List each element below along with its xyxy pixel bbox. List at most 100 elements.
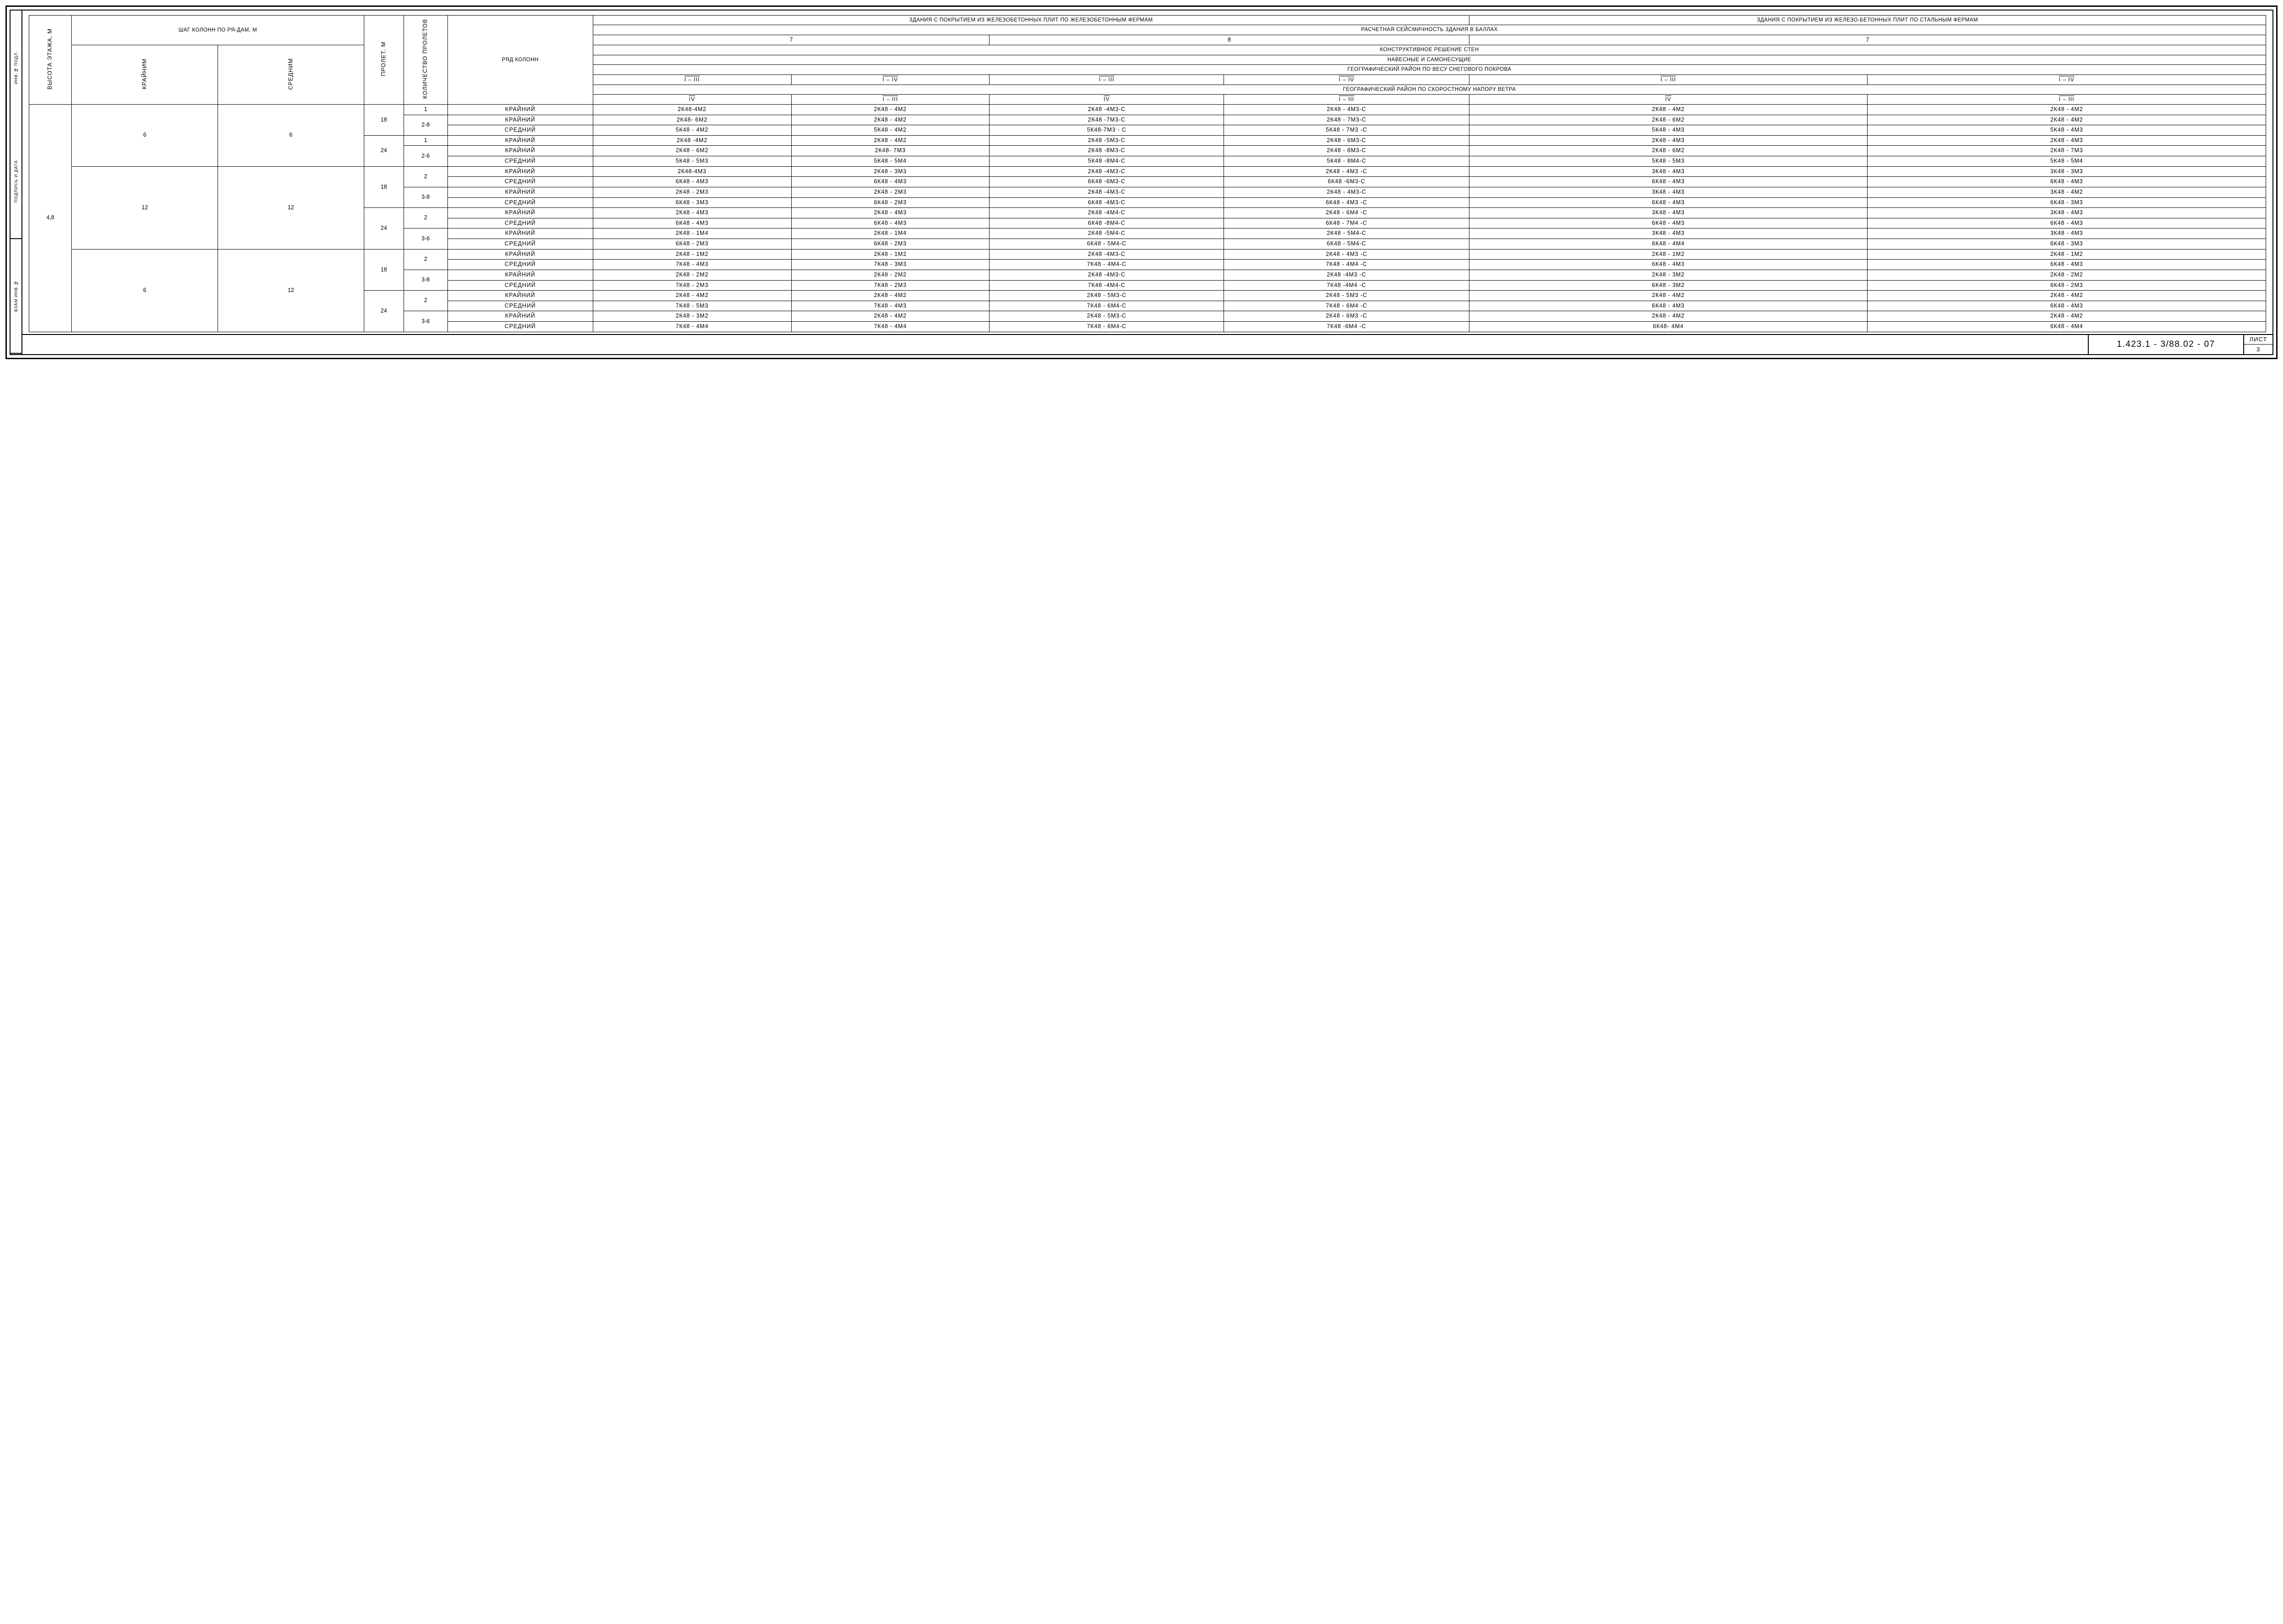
cell-nspans: 1 — [404, 135, 447, 146]
cell-data: 2К48 - 2М2 — [791, 270, 990, 280]
hdr-group-a: ЗДАНИЯ С ПОКРЫТИЕМ ИЗ ЖЕЛЕЗОБЕТОННЫХ ПЛИ… — [593, 16, 1469, 25]
cell-span: 18 — [364, 166, 404, 208]
cell-row-type: СРЕДНИЙ — [447, 156, 593, 167]
cell-data: 2К48 -4М3-С — [990, 187, 1224, 197]
cell-row-type: СРЕДНИЙ — [447, 260, 593, 270]
cell-data: 2К48 - 4М2 — [791, 291, 990, 301]
cell-span: 18 — [364, 249, 404, 291]
hdr-wind-0: IV — [593, 94, 791, 104]
cell-data: 2К48 - 4М2 — [1868, 291, 2266, 301]
hdr-wind-1: I – III — [791, 94, 990, 104]
cell-row-type: СРЕДНИЙ — [447, 197, 593, 208]
cell-data: 2К48 - 7М3-С — [1224, 115, 1469, 125]
cell-data: 6К48 - 4М3 — [1868, 177, 2266, 187]
cell-data: 2К48 - 6М2 — [593, 146, 791, 156]
cell-nspans: 2-8 — [404, 115, 447, 135]
cell-data: 7К48 - 4М4 -С — [1224, 260, 1469, 270]
hdr-edge: КРАЙНИМ — [72, 45, 218, 105]
cell-data: 2К48- 7М3 — [791, 146, 990, 156]
cell-data: 6К48 - 5М4-С — [1224, 239, 1469, 249]
cell-data: 7К48 - 4М4 — [593, 322, 791, 332]
cell-data: 7К48 - 6М4 -С — [1224, 301, 1469, 311]
cell-row-type: КРАЙНИЙ — [447, 228, 593, 239]
hdr-snow-5: I – IV — [1868, 74, 2266, 85]
cell-data: 6К48 - 4М3 — [1469, 197, 1868, 208]
cell-data: 5К48 - 7М3 -С — [1224, 125, 1469, 136]
cell-data: 2К48 -4М3-С — [990, 249, 1224, 260]
sheet-box: ЛИСТ 3 — [2243, 335, 2272, 354]
cell-data: 2К48 - 4М3-С — [1224, 187, 1469, 197]
cell-floor-height: 4,8 — [29, 104, 72, 332]
hdr-walls-value: НАВЕСНЫЕ И САМОНЕСУЩИЕ — [593, 55, 2266, 64]
cell-data: 6К48 - 2М3 — [1868, 280, 2266, 291]
hdr-floor-height: ВЫСОТА ЭТАЖА, М — [29, 16, 72, 105]
cell-nspans: 1 — [404, 104, 447, 115]
cell-row-type: СРЕДНИЙ — [447, 322, 593, 332]
cell-data: 6К48 - 4М3 — [1868, 260, 2266, 270]
cell-middle-spacing: 6 — [218, 104, 364, 166]
cell-data: 5К48 - 8М4-С — [1224, 156, 1469, 167]
cell-nspans: 2 — [404, 166, 447, 187]
cell-data: 6К48 -6М3-С — [990, 177, 1224, 187]
hdr-wind-5: I – III — [1868, 94, 2266, 104]
cell-data: 2К48 - 1М2 — [1868, 249, 2266, 260]
hdr-row-col: РЯД КОЛОНН — [447, 16, 593, 105]
hdr-wind-4: IV — [1469, 94, 1868, 104]
cell-data: 2К48 - 5М3-С — [990, 291, 1224, 301]
cell-nspans: 3-6 — [404, 228, 447, 249]
cell-data: 2К48 - 4М2 — [1868, 311, 2266, 322]
cell-data: 6К48- 4М4 — [1469, 322, 1868, 332]
drawing-code: 1.423.1 - 3/88.02 - 07 — [2088, 335, 2243, 354]
cell-data: 5К48 - 4М2 — [791, 125, 990, 136]
cell-nspans: 3-8 — [404, 270, 447, 290]
cell-data: 7К48 - 4М4 — [791, 322, 990, 332]
cell-data: 2К48 - 4М2 — [791, 311, 990, 322]
side-stamp-cell: ИНВ.№ ПОДЛ. — [11, 11, 21, 124]
cell-data: 6К48 - 3М3 — [1868, 239, 2266, 249]
cell-data: 2К48 - 4М2 — [791, 135, 990, 146]
hdr-seismicity: РАСЧЕТНАЯ СЕЙСМИЧНОСТЬ ЗДАНИЯ В БАЛЛАХ — [593, 25, 2266, 35]
cell-data: 2К48 - 4М2 — [791, 104, 990, 115]
cell-row-type: КРАЙНИЙ — [447, 249, 593, 260]
outer-frame: ИНВ.№ ПОДЛ. ПОДПИСЬ И ДАТА ВЗАМ.ИНВ.№ ВЫ… — [5, 5, 2278, 359]
cell-data: 5К48 - 4М3 — [1868, 125, 2266, 136]
side-stamp: ИНВ.№ ПОДЛ. ПОДПИСЬ И ДАТА ВЗАМ.ИНВ.№ — [11, 11, 22, 354]
cell-data: 5К48 - 5М4 — [791, 156, 990, 167]
hdr-snow-4: I – III — [1469, 74, 1868, 85]
main-table: ВЫСОТА ЭТАЖА, М ШАГ КОЛОНН ПО РЯ-ДАМ, М … — [29, 15, 2266, 332]
cell-row-type: КРАЙНИЙ — [447, 146, 593, 156]
hdr-walls-title: КОНСТРУКТИВНОЕ РЕШЕНИЕ СТЕН — [593, 45, 2266, 55]
cell-data: 2К48 - 1М2 — [593, 249, 791, 260]
cell-row-type: КРАЙНИЙ — [447, 311, 593, 322]
cell-data: 6К48 - 4М3 — [1469, 301, 1868, 311]
cell-nspans: 2-6 — [404, 146, 447, 166]
cell-data: 5К48 - 4М3 — [1469, 125, 1868, 136]
cell-data: 2К48 -4М4-С — [990, 208, 1224, 218]
cell-data: 2К48 -7М3-С — [990, 115, 1224, 125]
cell-data: 3К48 - 4М3 — [1469, 187, 1868, 197]
cell-data: 2К48 - 3М2 — [1469, 270, 1868, 280]
cell-span: 24 — [364, 208, 404, 249]
cell-data: 6К48 - 4М4 — [1868, 322, 2266, 332]
cell-data: 7К48 -4М4 -С — [1224, 280, 1469, 291]
cell-data: 2К48-4М2 — [593, 104, 791, 115]
cell-data: 2К48 - 4М2 — [1469, 311, 1868, 322]
cell-span: 18 — [364, 104, 404, 135]
hdr-seism-8: 8 — [990, 35, 1469, 45]
cell-data: 7К48 - 2М3 — [593, 280, 791, 291]
cell-row-type: СРЕДНИЙ — [447, 125, 593, 136]
cell-data: 6К48 - 3М3 — [1868, 197, 2266, 208]
cell-data: 2К48 -8М3-С — [990, 146, 1224, 156]
cell-data: 2К48 - 1М2 — [791, 249, 990, 260]
hdr-seism-7b: 7 — [1469, 35, 2266, 45]
hdr-nspans: КОЛИЧЕСТВО ПРОЛЕТОВ — [404, 16, 447, 105]
cell-data: 7К48 - 3М3 — [791, 260, 990, 270]
cell-data: 2К48 - 7М3 — [1868, 146, 2266, 156]
cell-data: 2К48 - 2М2 — [1868, 270, 2266, 280]
cell-data: 7К48 - 5М3 — [593, 301, 791, 311]
hdr-snow-0: I – III — [593, 74, 791, 85]
cell-data: 6К48 - 4М3 — [1469, 260, 1868, 270]
cell-span: 24 — [364, 291, 404, 332]
cell-span: 24 — [364, 135, 404, 166]
cell-row-type: СРЕДНИЙ — [447, 218, 593, 228]
